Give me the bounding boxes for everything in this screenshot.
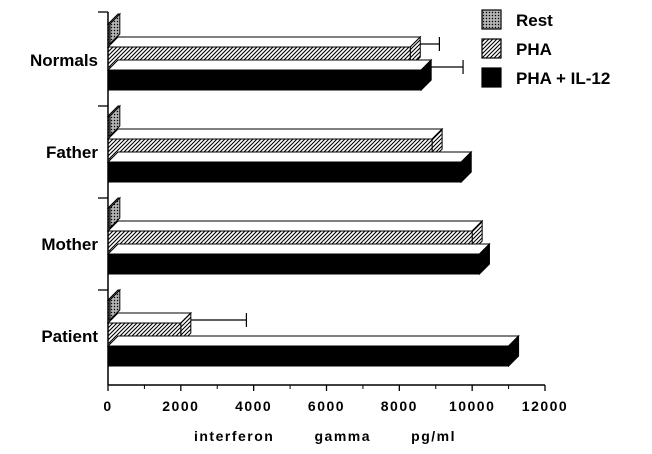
x-tick-label: 12000 (522, 398, 568, 414)
bar-mother-pha-il-12 (106, 242, 491, 276)
bar-mother-rest (106, 196, 122, 230)
legend-swatch (481, 67, 502, 88)
bar-top-face (106, 243, 491, 255)
legend-label: Rest (516, 11, 553, 30)
x-tick-label: 2000 (162, 398, 199, 414)
bar-father-pha-il-12 (106, 150, 473, 184)
legend-swatch (481, 9, 502, 30)
bar-patient-rest (106, 288, 122, 322)
error-bar-normals-pha-il-12 (431, 60, 464, 74)
legend: Rest PHA PHA + IL-12 (481, 9, 610, 88)
bar-patient-pha-il-12 (106, 334, 520, 368)
bar-father-rest (106, 104, 122, 138)
legend-item-pha-il-12: PHA + IL-12 (481, 67, 610, 88)
bar-top-face (106, 312, 193, 324)
x-axis: 0 2000 4000 6000 8000 10000 12000 (98, 11, 568, 414)
x-tick-label: 10000 (449, 398, 495, 414)
bar-front-face (107, 69, 422, 91)
bar-normals-pha-il-12 (106, 58, 433, 92)
plot-area: Normals Father Mother Patient (30, 12, 520, 368)
x-axis-title: interferon gamma pg/ml (194, 428, 456, 444)
bar-front-face (107, 253, 480, 275)
category-label-patient: Patient (41, 327, 98, 346)
category-label-father: Father (46, 143, 98, 162)
legend-item-pha: PHA (481, 38, 552, 59)
bar-top-face (106, 36, 422, 48)
bar-top-face (106, 151, 473, 163)
bar-top-face (106, 128, 444, 140)
legend-label: PHA + IL-12 (516, 69, 610, 88)
bar-top-face (106, 220, 484, 232)
bar-top-face (106, 59, 433, 71)
category-label-mother: Mother (41, 235, 98, 254)
legend-item-rest: Rest (481, 9, 553, 30)
error-bar-normals-pha (420, 37, 440, 51)
category-label-normals: Normals (30, 51, 98, 70)
x-tick-label: 6000 (308, 398, 345, 414)
legend-swatch (481, 38, 502, 59)
bar-top-face (106, 335, 520, 347)
x-tick-label: 8000 (381, 398, 418, 414)
x-tick-label: 0 (103, 398, 112, 414)
legend-label: PHA (516, 40, 552, 59)
error-bar-patient-pha (190, 313, 247, 327)
x-tick-label: 4000 (235, 398, 272, 414)
bar-front-face (107, 161, 462, 183)
bar-front-face (107, 345, 510, 367)
